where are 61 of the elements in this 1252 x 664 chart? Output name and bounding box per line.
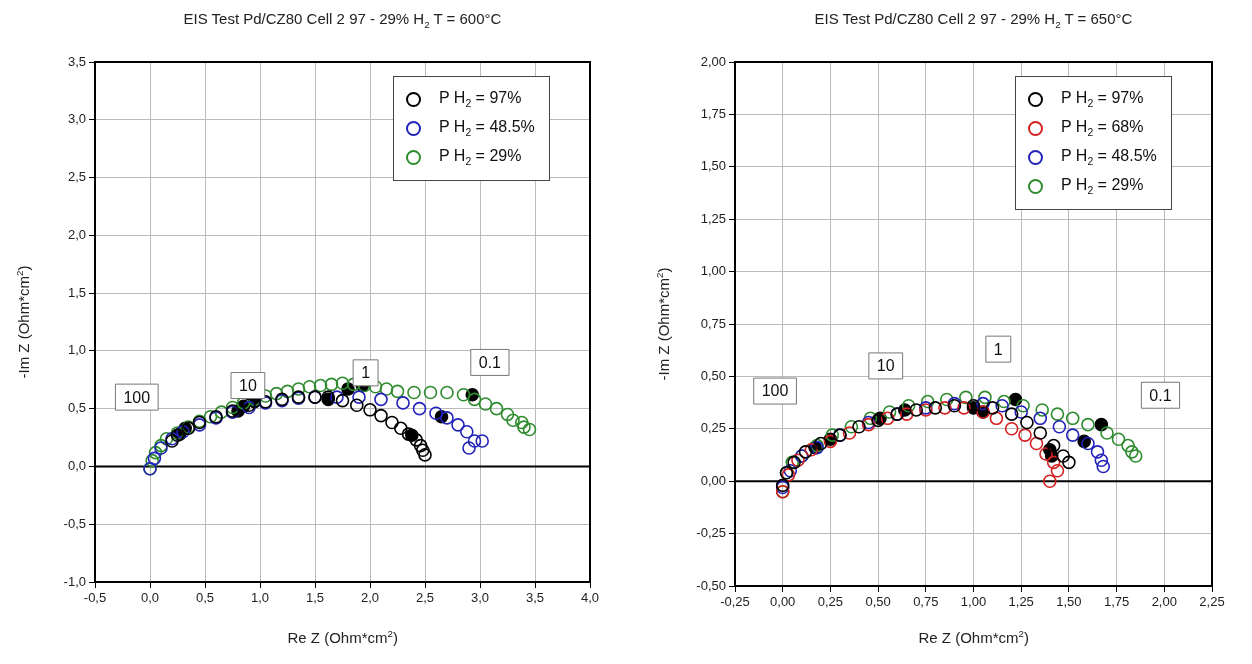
x-tick-label: -0,5 bbox=[83, 590, 107, 606]
legend-label: P H$_{2}$ = 29% bbox=[439, 147, 522, 168]
annotation: 0.1 bbox=[1149, 386, 1172, 404]
annotation: 10 bbox=[876, 357, 895, 375]
y-tick-label: -0,5 bbox=[63, 515, 86, 531]
y-tick-label: 0,0 bbox=[67, 458, 86, 474]
legend-label: P H$_{2}$ = 48.5% bbox=[1061, 147, 1157, 168]
y-tick-label: 1,5 bbox=[67, 284, 86, 300]
annotation: 0.1 bbox=[478, 353, 502, 371]
annotation: 10 bbox=[239, 376, 257, 394]
y-tick-label: 1,00 bbox=[700, 263, 726, 279]
x-tick-label: 2,25 bbox=[1199, 594, 1225, 610]
y-tick-label: 2,5 bbox=[67, 169, 86, 185]
y-tick-label: -0,25 bbox=[696, 525, 726, 541]
y-tick-label: 0,50 bbox=[700, 367, 726, 383]
x-axis-title: Re Z (Ohm*cm$^{2}$) bbox=[918, 628, 1029, 646]
y-tick-label: 0,00 bbox=[700, 472, 726, 488]
x-tick-label: 1,75 bbox=[1103, 594, 1130, 610]
x-tick-label: 0,0 bbox=[140, 590, 160, 606]
x-tick-label: 3,0 bbox=[470, 590, 490, 606]
x-tick-label: 1,00 bbox=[960, 594, 987, 610]
x-tick-label: 1,25 bbox=[1008, 594, 1034, 610]
x-tick-label: 2,5 bbox=[415, 590, 435, 606]
y-tick-label: 0,5 bbox=[67, 400, 86, 416]
y-tick-label: 1,25 bbox=[700, 210, 726, 226]
annotation: 1 bbox=[993, 340, 1003, 358]
x-tick-label: 0,5 bbox=[195, 590, 215, 606]
x-tick-label: 2,0 bbox=[360, 590, 380, 606]
x-tick-label: 0,50 bbox=[865, 594, 891, 610]
x-tick-label: 0,00 bbox=[770, 594, 796, 610]
x-tick-label: 2,00 bbox=[1151, 594, 1177, 610]
chart-title: EIS Test Pd/CZ80 Cell 2 97 - 29% H$_{2}$ T = 600°C bbox=[183, 10, 502, 30]
x-tick-label: 1,5 bbox=[305, 590, 325, 606]
x-axis-title: Re Z (Ohm*cm$^{2}$) bbox=[287, 628, 398, 646]
x-tick-label: 0,75 bbox=[913, 594, 939, 610]
y-tick-label: -0,50 bbox=[696, 577, 726, 593]
y-tick-label: 2,0 bbox=[67, 226, 86, 242]
y-tick-label: 1,50 bbox=[700, 158, 726, 174]
y-tick-label: 2,00 bbox=[700, 53, 726, 69]
annotation: 100 bbox=[761, 382, 789, 400]
x-tick-label: 1,50 bbox=[1056, 594, 1082, 610]
x-tick-label: -0,25 bbox=[720, 594, 750, 610]
legend-label: P H$_{2}$ = 48.5% bbox=[439, 118, 535, 139]
chart-title: EIS Test Pd/CZ80 Cell 2 97 - 29% H$_{2}$ T = 650°C bbox=[814, 10, 1133, 30]
y-tick-label: 0,75 bbox=[700, 315, 726, 331]
x-tick-label: 1,0 bbox=[250, 590, 270, 606]
y-tick-label: 3,0 bbox=[67, 111, 86, 127]
y-tick-label: 3,5 bbox=[67, 53, 86, 69]
x-tick-label: 3,5 bbox=[525, 590, 545, 606]
y-tick-label: -1,0 bbox=[63, 573, 86, 589]
annotation: 100 bbox=[123, 388, 151, 406]
legend-label: P H$_{2}$ = 97% bbox=[439, 89, 522, 110]
y-tick-label: 1,75 bbox=[700, 105, 726, 121]
x-tick-label: 4,0 bbox=[580, 590, 600, 606]
legend-label: P H$_{2}$ = 68% bbox=[1061, 118, 1144, 139]
y-tick-label: 1,0 bbox=[67, 342, 86, 358]
legend-label: P H$_{2}$ = 97% bbox=[1061, 89, 1144, 110]
annotation: 1 bbox=[361, 364, 371, 382]
legend-label: P H$_{2}$ = 29% bbox=[1061, 176, 1144, 197]
x-tick-label: 0,25 bbox=[817, 594, 844, 610]
y-tick-label: 0,25 bbox=[700, 420, 726, 436]
